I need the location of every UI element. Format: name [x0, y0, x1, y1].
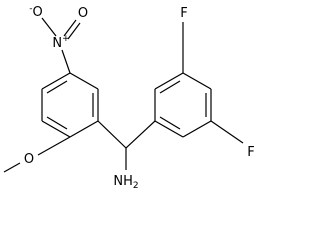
structure: -O N+ O O NH2 F F	[3, 4, 255, 191]
element: O	[33, 5, 43, 20]
count: 2	[133, 181, 139, 191]
element: N	[52, 36, 62, 51]
charge: -	[29, 4, 32, 14]
element: O	[78, 6, 88, 21]
atom-label: F	[247, 145, 254, 160]
atom-label: N+	[52, 34, 69, 51]
atom-label: NH2	[113, 174, 138, 191]
atom-label: O	[24, 152, 34, 167]
element: F	[247, 145, 254, 160]
element: NH	[113, 174, 133, 189]
element: F	[180, 6, 187, 21]
bonds	[3, 17, 244, 173]
atom-label: F	[180, 6, 187, 21]
atom-label: -O	[29, 4, 42, 20]
element: O	[24, 152, 34, 167]
charge: +	[62, 34, 70, 44]
atom-label: O	[78, 6, 88, 21]
